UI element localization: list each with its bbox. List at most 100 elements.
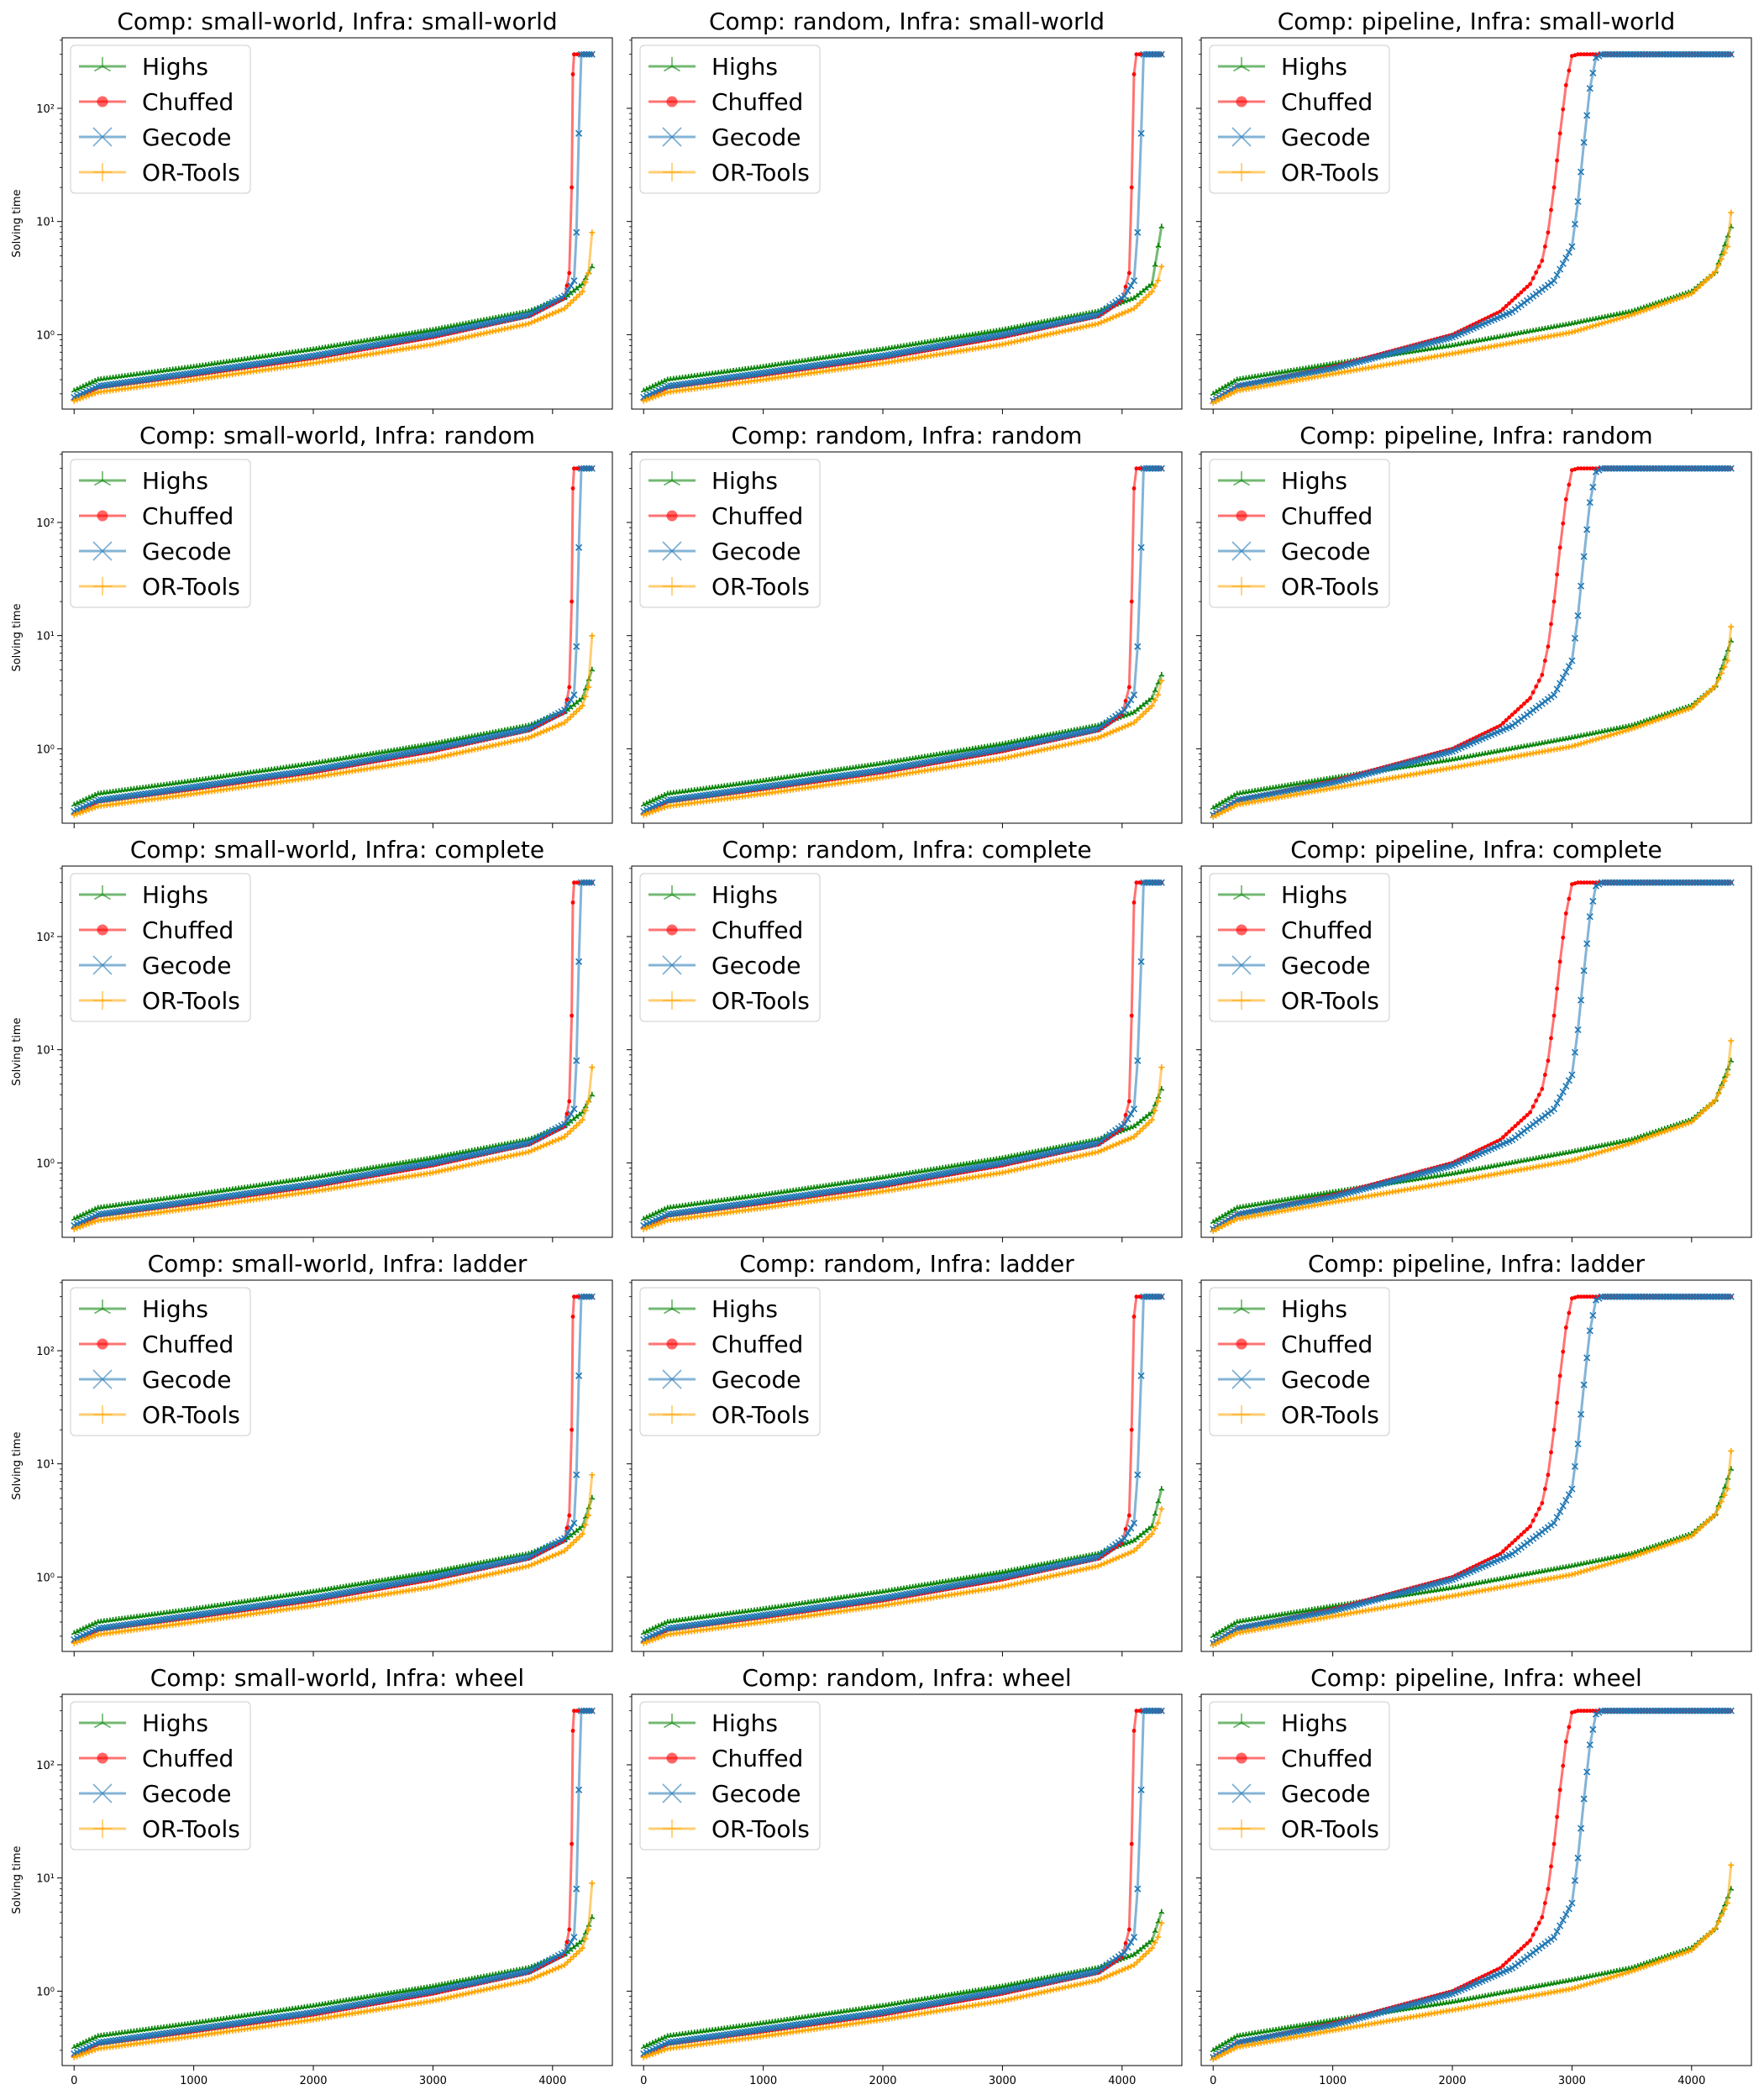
data-point (1126, 685, 1131, 690)
data-point (1127, 307, 1134, 313)
data-point (567, 696, 575, 704)
data-point (80, 394, 87, 401)
data-point (552, 723, 559, 730)
data-point (1142, 708, 1149, 715)
data-point (1721, 249, 1728, 256)
series-highs (640, 671, 1165, 807)
data-point (1641, 307, 1647, 314)
y-axis-label: Solving time (11, 189, 24, 257)
data-point (1561, 107, 1566, 112)
data-point (643, 800, 650, 806)
data-point (76, 385, 83, 391)
series-gecode (640, 465, 1165, 815)
legend-marker (663, 577, 681, 596)
data-point (1546, 644, 1551, 649)
data-point (1608, 318, 1614, 324)
data-point (71, 811, 77, 818)
data-point (649, 383, 656, 389)
data-point (1225, 391, 1231, 398)
data-point (1565, 249, 1572, 256)
data-layer (71, 465, 596, 818)
data-point (1688, 291, 1695, 297)
data-point (1515, 706, 1520, 711)
data-point (1121, 723, 1128, 730)
data-point (538, 315, 544, 322)
data-point (1721, 664, 1728, 670)
data-point (652, 393, 659, 400)
data-point (1578, 168, 1585, 176)
legend-label: OR-Tools (1281, 159, 1379, 186)
legend-marker (94, 57, 111, 72)
data-point (1688, 705, 1695, 711)
data-point (525, 320, 532, 327)
data-point (1602, 733, 1609, 740)
data-point (1694, 699, 1701, 706)
y-tick-label: 10¹ (36, 631, 55, 643)
data-point (1134, 302, 1141, 309)
data-point (643, 811, 650, 817)
legend-label: OR-Tools (142, 159, 240, 186)
data-point (1559, 260, 1567, 267)
legend-label: Chuffed (711, 502, 803, 530)
data-point (1575, 327, 1582, 333)
legend-label: Gecode (142, 538, 231, 565)
data-point (1622, 313, 1629, 320)
series-highs (71, 666, 596, 807)
data-point (1528, 696, 1533, 701)
legend-label: Chuffed (142, 88, 234, 116)
data-point (1679, 707, 1686, 714)
data-point (646, 810, 653, 816)
data-point (573, 708, 580, 715)
data-point (1656, 716, 1662, 722)
data-point (1631, 310, 1638, 317)
data-point (1673, 296, 1680, 302)
data-point (82, 807, 89, 814)
data-point (1718, 670, 1725, 677)
data-point (76, 799, 83, 805)
panel-title: Comp: small-world, Infra: small-world (117, 8, 557, 35)
plot-frame (1200, 37, 1752, 410)
data-point (573, 294, 580, 301)
data-point (1652, 303, 1659, 310)
data-point (1728, 623, 1735, 630)
data-point (582, 279, 589, 286)
data-point (1589, 69, 1597, 77)
data-point (573, 1114, 580, 1120)
data-point (1142, 294, 1149, 301)
data-point (552, 309, 559, 316)
data-point (92, 390, 98, 396)
legend-label: Chuffed (1281, 88, 1373, 116)
series-gecode (1210, 50, 1735, 405)
data-point (1583, 526, 1591, 533)
data-layer (71, 50, 596, 404)
data-point (1134, 706, 1141, 712)
data-point (83, 796, 89, 801)
data-point (1557, 265, 1564, 273)
legend-box (70, 45, 251, 194)
data-point (1578, 740, 1584, 747)
data-point (534, 731, 541, 738)
data-point (1549, 622, 1553, 627)
data-point (564, 302, 571, 309)
data-point (646, 396, 653, 402)
data-point (1146, 291, 1152, 298)
data-point (1231, 792, 1237, 798)
data-point (1137, 543, 1145, 551)
data-point (1683, 292, 1689, 299)
data-point (1629, 312, 1635, 318)
data-point (1158, 465, 1165, 472)
data-point (1718, 256, 1725, 263)
plot-frame (631, 37, 1183, 410)
data-point (1700, 280, 1707, 286)
data-point (1129, 599, 1134, 604)
data-point (1580, 553, 1588, 560)
data-point (89, 793, 96, 799)
data-point (76, 396, 83, 402)
data-point (1215, 811, 1222, 817)
data-point (1568, 329, 1575, 336)
data-point (558, 721, 564, 727)
data-point (1225, 795, 1231, 801)
data-point (71, 387, 77, 393)
data-point (1604, 732, 1611, 739)
